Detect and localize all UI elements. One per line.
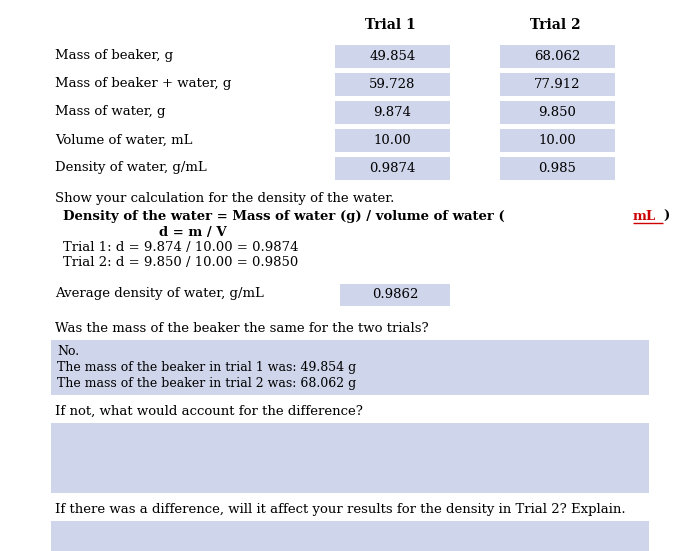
Text: Mass of beaker + water, g: Mass of beaker + water, g: [55, 78, 232, 90]
Text: d = m / V: d = m / V: [159, 226, 227, 239]
Text: 49.854: 49.854: [370, 50, 416, 62]
Text: Density of water, g/mL: Density of water, g/mL: [55, 161, 206, 175]
Text: No.: No.: [57, 345, 79, 358]
Text: Volume of water, mL: Volume of water, mL: [55, 133, 192, 147]
Text: Trial 1: d = 9.874 / 10.00 = 0.9874: Trial 1: d = 9.874 / 10.00 = 0.9874: [63, 241, 298, 254]
Text: 10.00: 10.00: [538, 133, 576, 147]
FancyBboxPatch shape: [340, 284, 450, 306]
Text: 9.874: 9.874: [374, 105, 412, 118]
Text: Trial 2: d = 9.850 / 10.00 = 0.9850: Trial 2: d = 9.850 / 10.00 = 0.9850: [63, 256, 298, 269]
FancyBboxPatch shape: [335, 129, 450, 152]
Text: mL: mL: [633, 210, 656, 223]
FancyBboxPatch shape: [335, 157, 450, 180]
Text: 10.00: 10.00: [374, 133, 412, 147]
FancyBboxPatch shape: [335, 73, 450, 96]
Text: 0.9862: 0.9862: [372, 289, 418, 301]
Text: Average density of water, g/mL: Average density of water, g/mL: [55, 288, 264, 300]
Text: If not, what would account for the difference?: If not, what would account for the diffe…: [55, 405, 363, 418]
FancyBboxPatch shape: [335, 45, 450, 68]
Text: 0.985: 0.985: [538, 161, 576, 175]
Text: If there was a difference, will it affect your results for the density in Trial : If there was a difference, will it affec…: [55, 503, 626, 516]
Text: Mass of beaker, g: Mass of beaker, g: [55, 50, 173, 62]
Text: The mass of the beaker in trial 1 was: 49.854 g: The mass of the beaker in trial 1 was: 4…: [57, 361, 356, 374]
Text: 59.728: 59.728: [370, 78, 416, 90]
FancyBboxPatch shape: [500, 101, 615, 124]
Text: 68.062: 68.062: [534, 50, 581, 62]
FancyBboxPatch shape: [51, 340, 649, 395]
FancyBboxPatch shape: [500, 73, 615, 96]
Text: 77.912: 77.912: [534, 78, 581, 90]
Text: Trial 1: Trial 1: [365, 18, 415, 32]
Text: Was the mass of the beaker the same for the two trials?: Was the mass of the beaker the same for …: [55, 322, 428, 335]
FancyBboxPatch shape: [500, 129, 615, 152]
Text: 0.9874: 0.9874: [370, 161, 416, 175]
Text: The mass of the beaker in trial 2 was: 68.062 g: The mass of the beaker in trial 2 was: 6…: [57, 377, 356, 390]
Text: 9.850: 9.850: [538, 105, 576, 118]
Text: ): ): [663, 210, 669, 223]
FancyBboxPatch shape: [500, 157, 615, 180]
Text: Show your calculation for the density of the water.: Show your calculation for the density of…: [55, 192, 394, 205]
FancyBboxPatch shape: [51, 423, 649, 493]
FancyBboxPatch shape: [51, 521, 649, 551]
Text: Trial 2: Trial 2: [530, 18, 580, 32]
FancyBboxPatch shape: [500, 45, 615, 68]
FancyBboxPatch shape: [335, 101, 450, 124]
Text: Density of the water = Mass of water (g) / volume of water (: Density of the water = Mass of water (g)…: [63, 210, 505, 223]
Text: Mass of water, g: Mass of water, g: [55, 105, 165, 118]
